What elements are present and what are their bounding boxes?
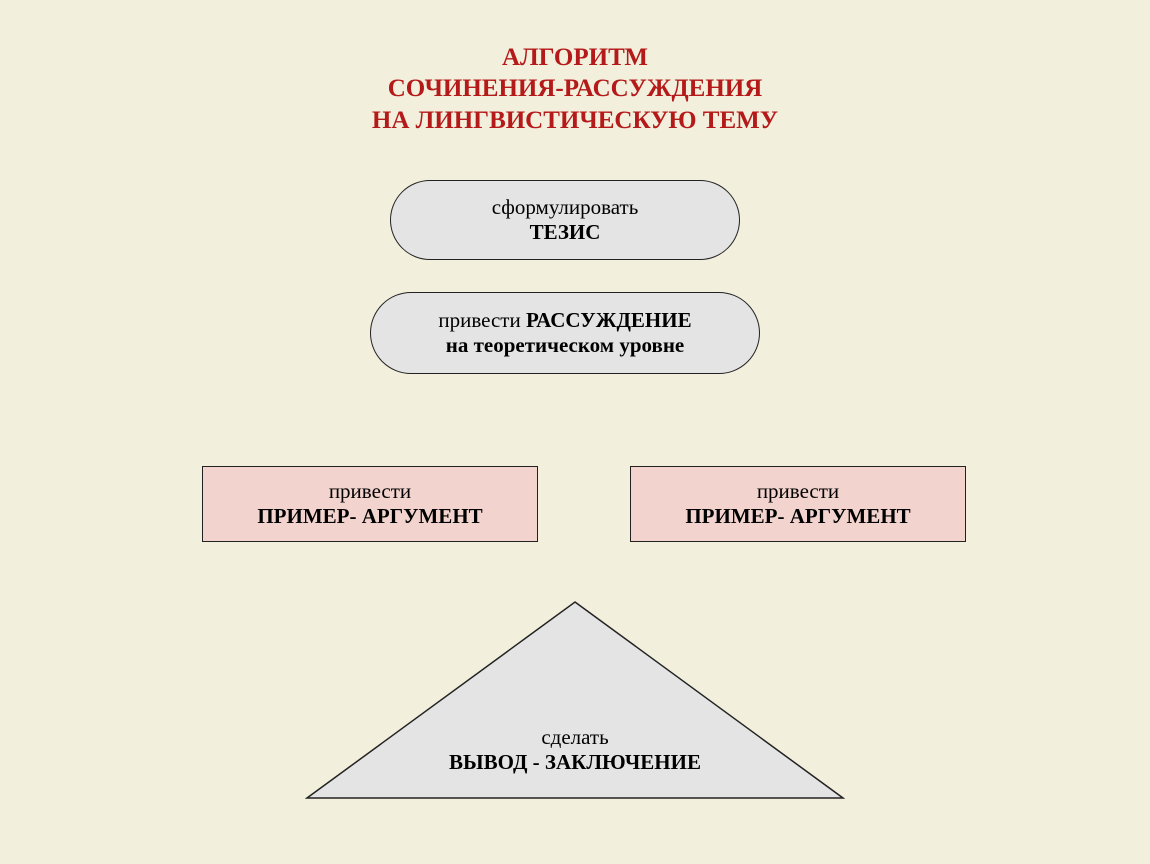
step-reasoning-keyword: РАССУЖДЕНИЕ [526, 308, 692, 332]
step-conclusion-action: сделать [541, 725, 608, 750]
step-thesis-action: сформулировать [492, 195, 639, 220]
step-reasoning-line2: на теоретическом уровне [446, 333, 685, 358]
step-example-right-action: привести [757, 479, 839, 504]
step-reasoning: привести РАССУЖДЕНИЕ на теоретическом ур… [370, 292, 760, 374]
title-line-2: СОЧИНЕНИЯ-РАССУЖДЕНИЯ [0, 73, 1150, 104]
title-line-1: АЛГОРИТМ [0, 42, 1150, 73]
step-thesis: сформулировать ТЕЗИС [390, 180, 740, 260]
step-example-left-label: ПРИМЕР- АРГУМЕНТ [257, 504, 482, 529]
title-block: АЛГОРИТМ СОЧИНЕНИЯ-РАССУЖДЕНИЯ НА ЛИНГВИ… [0, 42, 1150, 136]
step-example-right: привести ПРИМЕР- АРГУМЕНТ [630, 466, 966, 542]
step-thesis-label: ТЕЗИС [530, 220, 601, 245]
step-conclusion-text: сделать ВЫВОД - ЗАКЛЮЧЕНИЕ [305, 725, 845, 775]
step-reasoning-action: привести [438, 308, 526, 332]
step-conclusion: сделать ВЫВОД - ЗАКЛЮЧЕНИЕ [305, 600, 845, 800]
diagram-canvas: АЛГОРИТМ СОЧИНЕНИЯ-РАССУЖДЕНИЯ НА ЛИНГВИ… [0, 0, 1150, 864]
step-reasoning-line1: привести РАССУЖДЕНИЕ [438, 308, 691, 333]
step-conclusion-label: ВЫВОД - ЗАКЛЮЧЕНИЕ [449, 750, 701, 775]
step-example-right-label: ПРИМЕР- АРГУМЕНТ [685, 504, 910, 529]
title-line-3: НА ЛИНГВИСТИЧЕСКУЮ ТЕМУ [0, 105, 1150, 136]
step-example-left-action: привести [329, 479, 411, 504]
step-example-left: привести ПРИМЕР- АРГУМЕНТ [202, 466, 538, 542]
